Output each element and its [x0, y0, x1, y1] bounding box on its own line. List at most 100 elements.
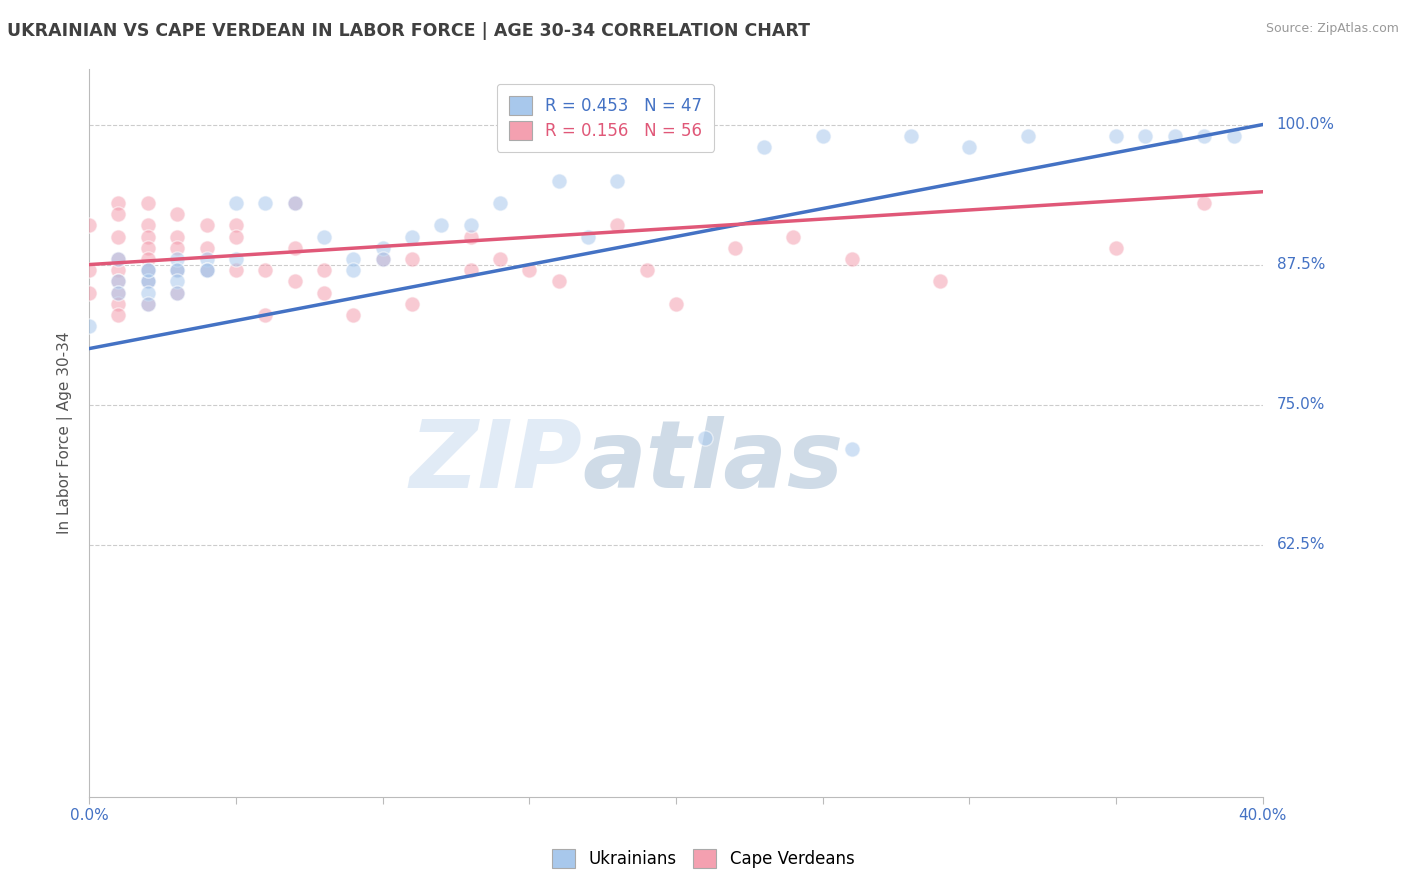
Point [489, 252, 512, 266]
Point [195, 252, 218, 266]
Point [665, 297, 688, 311]
Point [900, 128, 922, 143]
Point [136, 219, 159, 233]
Point [195, 263, 218, 277]
Point [195, 263, 218, 277]
Point [811, 128, 834, 143]
Point [136, 263, 159, 277]
Point [1164, 128, 1187, 143]
Point [841, 252, 863, 266]
Point [312, 229, 335, 244]
Point [1105, 128, 1128, 143]
Point [136, 263, 159, 277]
Point [1135, 128, 1157, 143]
Point [107, 252, 129, 266]
Point [489, 196, 512, 211]
Point [547, 173, 569, 187]
Point [665, 128, 688, 143]
Point [342, 263, 364, 277]
Legend: Ukrainians, Cape Verdeans: Ukrainians, Cape Verdeans [546, 842, 860, 875]
Point [107, 285, 129, 300]
Point [283, 196, 305, 211]
Point [136, 241, 159, 255]
Point [107, 297, 129, 311]
Point [77, 263, 100, 277]
Point [107, 308, 129, 322]
Point [166, 263, 188, 277]
Point [636, 263, 658, 277]
Point [430, 219, 453, 233]
Point [107, 252, 129, 266]
Point [136, 297, 159, 311]
Point [107, 207, 129, 221]
Point [401, 229, 423, 244]
Point [371, 241, 394, 255]
Point [254, 196, 277, 211]
Point [107, 285, 129, 300]
Point [136, 263, 159, 277]
Point [724, 241, 747, 255]
Point [136, 196, 159, 211]
Text: ZIP: ZIP [409, 416, 582, 508]
Point [929, 274, 952, 288]
Point [166, 274, 188, 288]
Point [136, 285, 159, 300]
Point [107, 196, 129, 211]
Point [166, 252, 188, 266]
Point [1192, 196, 1215, 211]
Point [166, 263, 188, 277]
Point [460, 263, 482, 277]
Point [1017, 128, 1039, 143]
Point [225, 196, 247, 211]
Point [460, 219, 482, 233]
Point [166, 229, 188, 244]
Point [1192, 128, 1215, 143]
Point [959, 140, 981, 154]
Point [312, 285, 335, 300]
Point [254, 263, 277, 277]
Point [166, 285, 188, 300]
Text: Source: ZipAtlas.com: Source: ZipAtlas.com [1265, 22, 1399, 36]
Point [401, 252, 423, 266]
Point [547, 274, 569, 288]
Point [195, 219, 218, 233]
Point [77, 219, 100, 233]
Text: 75.0%: 75.0% [1277, 397, 1324, 412]
Point [606, 219, 628, 233]
Point [166, 241, 188, 255]
Text: UKRAINIAN VS CAPE VERDEAN IN LABOR FORCE | AGE 30-34 CORRELATION CHART: UKRAINIAN VS CAPE VERDEAN IN LABOR FORCE… [7, 22, 810, 40]
Point [107, 274, 129, 288]
Point [283, 241, 305, 255]
Point [342, 308, 364, 322]
Y-axis label: In Labor Force | Age 30-34: In Labor Force | Age 30-34 [58, 331, 73, 533]
Legend: R = 0.453   N = 47, R = 0.156   N = 56: R = 0.453 N = 47, R = 0.156 N = 56 [498, 84, 714, 152]
Point [136, 252, 159, 266]
Point [841, 442, 863, 457]
Text: 100.0%: 100.0% [1277, 117, 1334, 132]
Point [283, 196, 305, 211]
Point [136, 274, 159, 288]
Point [77, 319, 100, 334]
Point [371, 252, 394, 266]
Point [283, 274, 305, 288]
Point [136, 274, 159, 288]
Point [576, 229, 599, 244]
Point [254, 308, 277, 322]
Point [195, 241, 218, 255]
Point [166, 285, 188, 300]
Text: 87.5%: 87.5% [1277, 257, 1324, 272]
Point [225, 219, 247, 233]
Point [195, 263, 218, 277]
Text: atlas: atlas [582, 416, 844, 508]
Point [517, 263, 540, 277]
Point [166, 263, 188, 277]
Point [77, 285, 100, 300]
Point [460, 229, 482, 244]
Point [107, 274, 129, 288]
Point [225, 229, 247, 244]
Text: 62.5%: 62.5% [1277, 537, 1326, 552]
Point [136, 229, 159, 244]
Point [136, 297, 159, 311]
Point [1222, 128, 1244, 143]
Point [606, 173, 628, 187]
